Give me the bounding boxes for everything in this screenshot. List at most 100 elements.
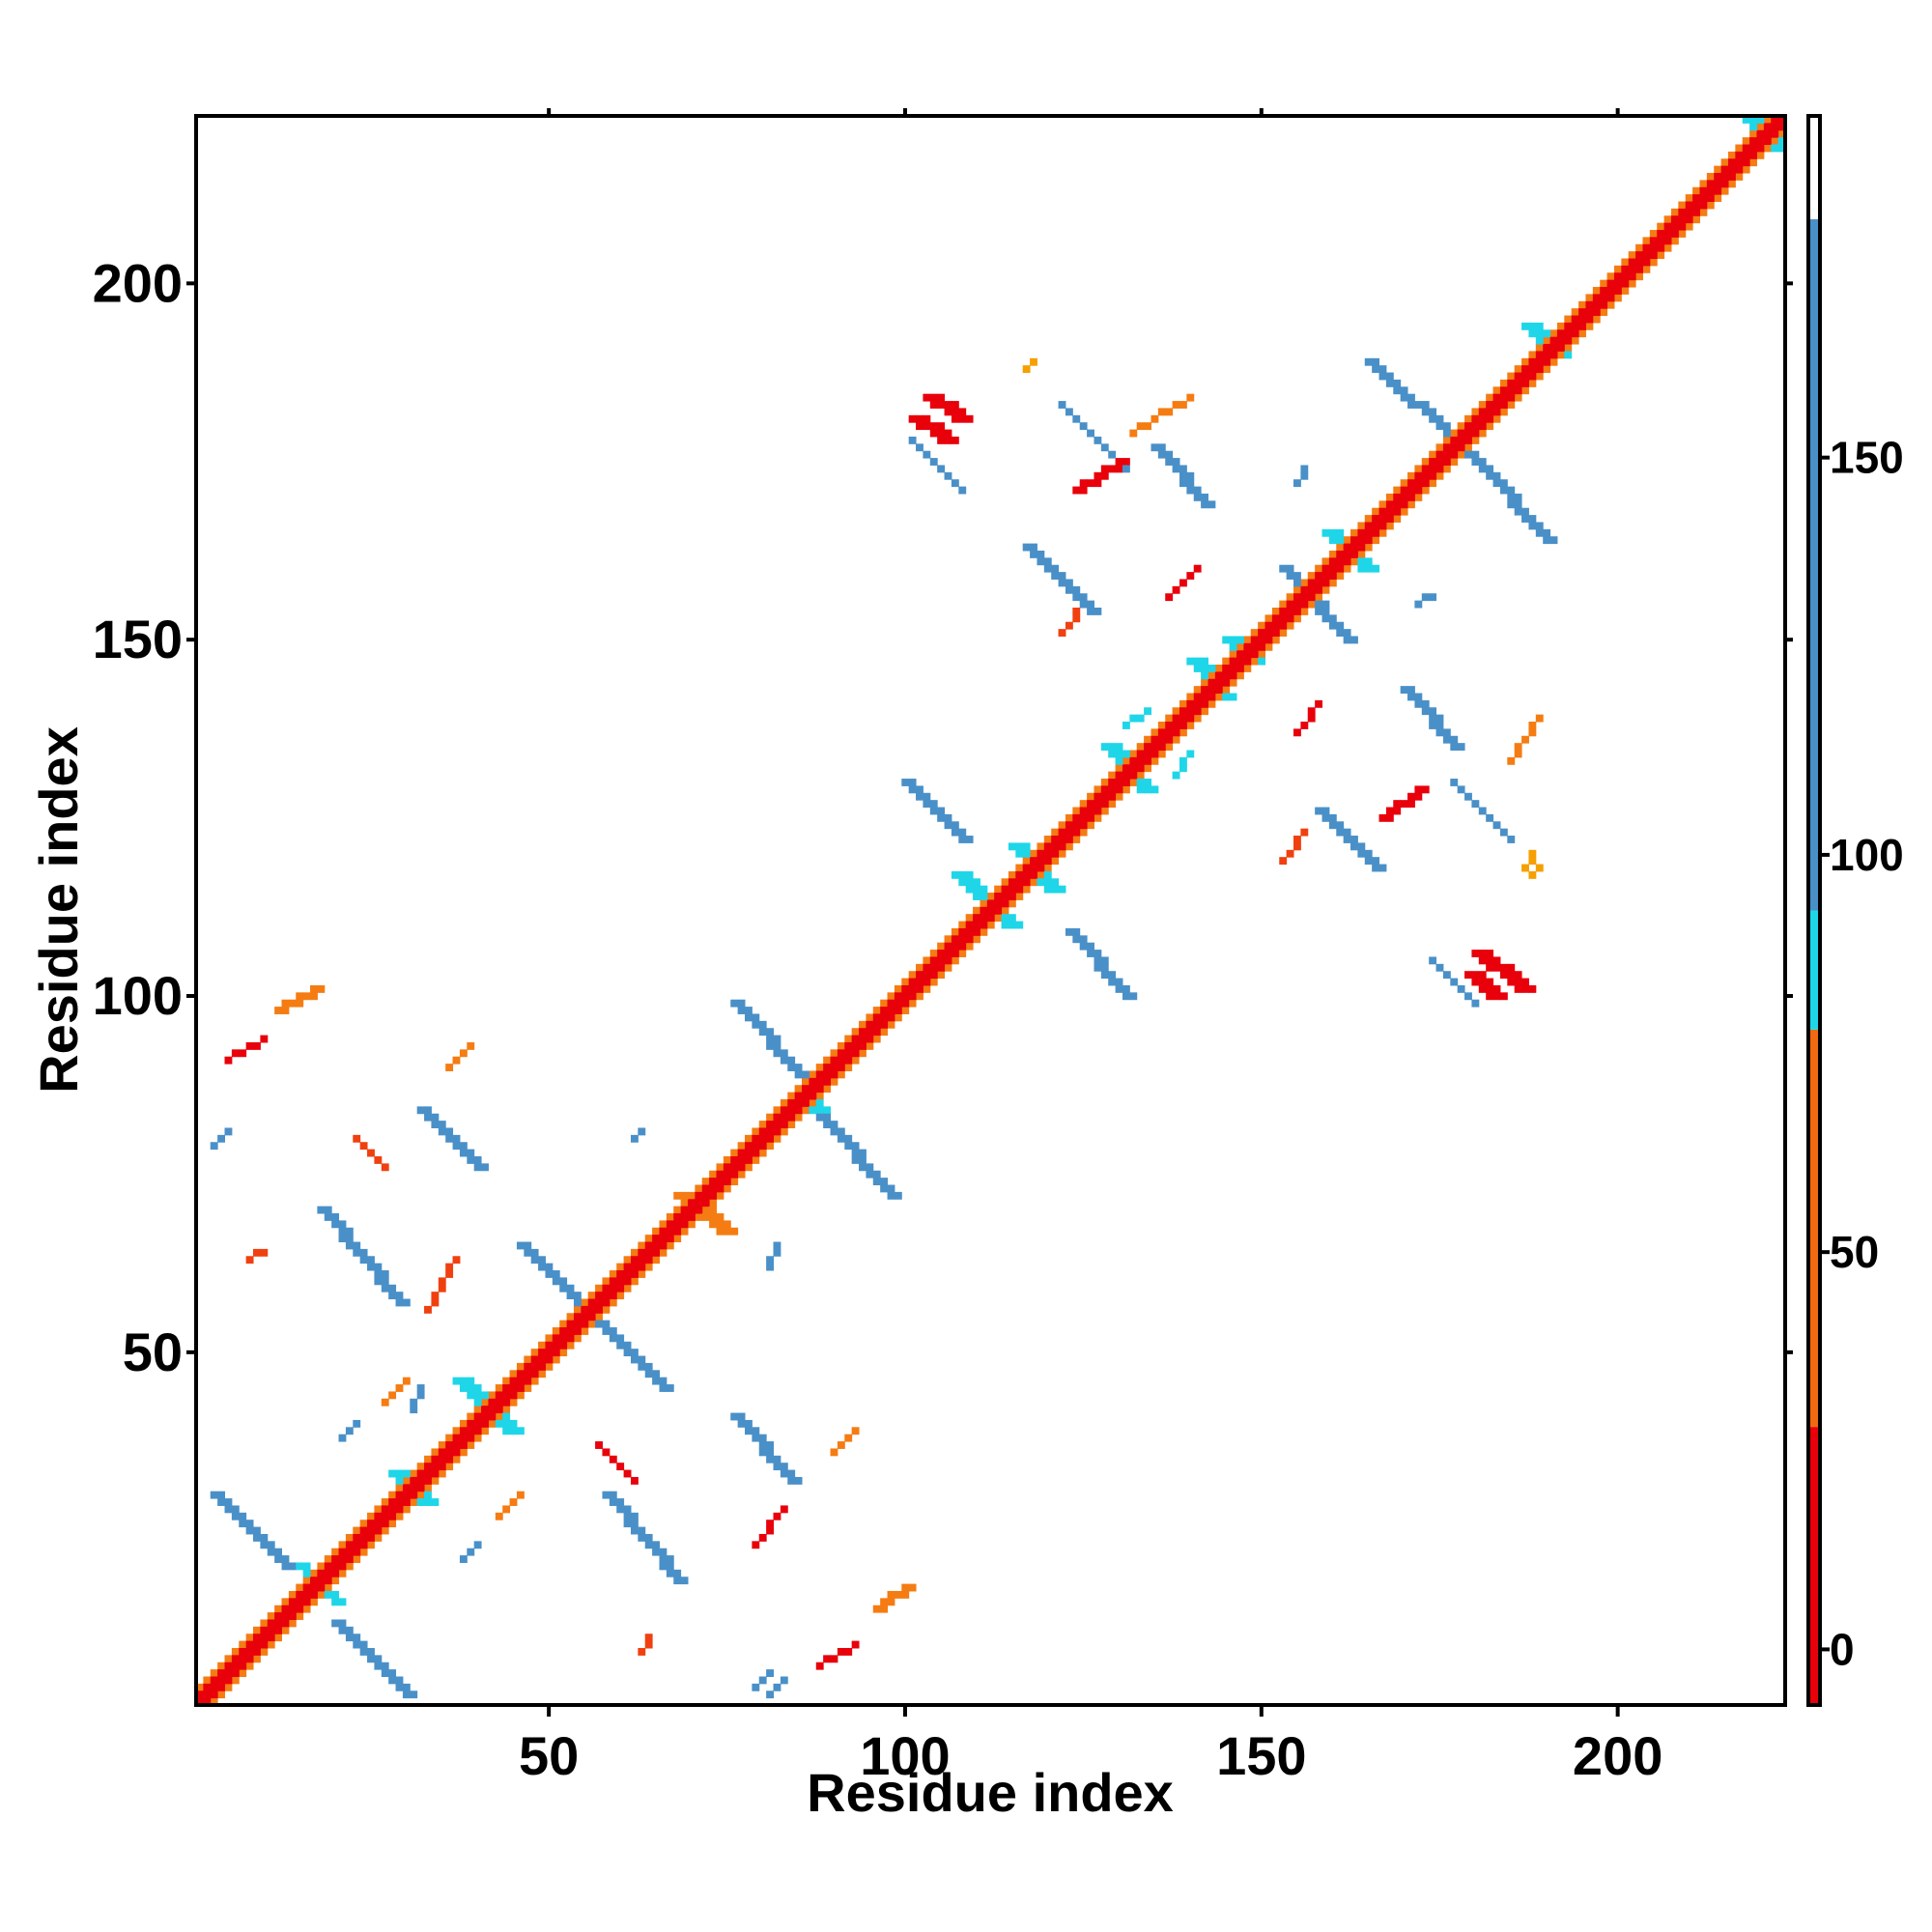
heatmap-cell [1022,543,1031,552]
heatmap-cell [815,1064,824,1071]
heatmap-cell [310,984,318,993]
heatmap-cell [837,1041,845,1050]
colorbar [1806,114,1822,1707]
heatmap-cell [901,978,910,986]
heatmap-cell [524,1377,532,1385]
heatmap-cell [823,1085,832,1094]
heatmap-cell [445,1455,454,1463]
heatmap-cell [338,1434,347,1442]
heatmap-cell [1435,422,1444,431]
heatmap-cell [1108,465,1117,473]
heatmap-cell [851,1056,860,1065]
heatmap-cell [1008,914,1016,923]
heatmap-cell [1735,144,1744,153]
heatmap-cell [1714,180,1722,188]
heatmap-cell [766,1669,775,1677]
heatmap-cell [1578,322,1586,330]
heatmap-cell [666,1562,674,1571]
heatmap-cell [581,1298,589,1307]
heatmap-cell [1214,686,1223,695]
heatmap-cell [1307,593,1316,602]
heatmap-cell [402,1298,411,1307]
heatmap-cell [1763,123,1772,131]
heatmap-cell [459,1384,468,1392]
heatmap-cell [253,1533,261,1542]
heatmap-cell [239,1655,247,1663]
heatmap-cell [217,1134,226,1143]
heatmap-cell [1293,600,1301,609]
heatmap-cell [659,1235,668,1243]
heatmap-cell [1015,885,1024,894]
heatmap-cell [1037,557,1045,566]
heatmap-cell [837,1134,845,1143]
heatmap-cell [716,1184,724,1193]
heatmap-cell [894,999,902,1008]
heatmap-cell [1400,479,1408,488]
heatmap-cell [1742,144,1750,153]
heatmap-cell [1393,515,1402,523]
heatmap-cell [980,914,988,923]
heatmap-cell [1414,785,1423,794]
heatmap-cell [616,1292,625,1300]
heatmap-cell [1157,722,1166,729]
heatmap-cell [1435,471,1444,480]
heatmap-cell [467,1384,475,1392]
y-axis-title: Residue index [28,726,89,1094]
heatmap-cell [766,1263,775,1271]
heatmap-cell [595,1298,603,1307]
heatmap-cell [1777,116,1786,124]
heatmap-cell [616,1284,625,1293]
heatmap-cell [745,1156,753,1164]
heatmap-cell [1578,308,1586,317]
heatmap-cell [1742,158,1750,167]
heatmap-cell [1300,722,1309,729]
heatmap-cell [1606,279,1615,288]
heatmap-cell [388,1512,397,1520]
heatmap-cell [851,1035,860,1043]
heatmap-cell [1165,458,1174,466]
heatmap-cell [345,1626,354,1634]
heatmap-cell [1357,522,1366,530]
heatmap-cell [766,1113,775,1122]
heatmap-cell [431,1469,440,1478]
heatmap-cell [609,1327,617,1335]
heatmap-cell [737,1007,746,1014]
heatmap-cell [1507,836,1516,843]
heatmap-cell [459,1427,468,1435]
heatmap-cell [1706,194,1715,203]
heatmap-cell [502,1384,511,1392]
heatmap-cell [1201,665,1208,672]
heatmap-cell [716,1213,724,1221]
heatmap-cell [502,1406,511,1414]
heatmap-cell [1115,458,1123,466]
heatmap-cell [1058,579,1066,587]
heatmap-cell [331,1548,340,1556]
heatmap-cell [452,1434,461,1442]
heatmap-cell [1663,243,1672,252]
heatmap-cell [1535,714,1544,723]
heatmap-cell [1400,800,1408,809]
heatmap-cell [1372,507,1380,516]
heatmap-cell [1535,329,1544,338]
heatmap-cell [602,1284,611,1293]
heatmap-cell [638,1355,646,1364]
heatmap-cell [709,1199,717,1208]
heatmap-cell [1435,458,1444,466]
heatmap-cell [1364,528,1373,537]
heatmap-cell [395,1512,404,1520]
heatmap-cell [844,1064,853,1071]
heatmap-cell [923,971,931,980]
heatmap-cell [1336,543,1345,552]
heatmap-cell [752,1427,760,1435]
heatmap-cell [524,1384,532,1392]
heatmap-cell [630,1134,639,1143]
heatmap-cell [1350,836,1358,843]
heatmap-cell [1372,522,1380,530]
heatmap-cell [737,1156,746,1164]
heatmap-cell [666,1227,674,1236]
heatmap-cell [1378,372,1387,381]
heatmap-cell [901,779,910,786]
heatmap-cell [1079,813,1088,822]
heatmap-cell [1657,222,1665,231]
heatmap-cell [338,1541,347,1549]
